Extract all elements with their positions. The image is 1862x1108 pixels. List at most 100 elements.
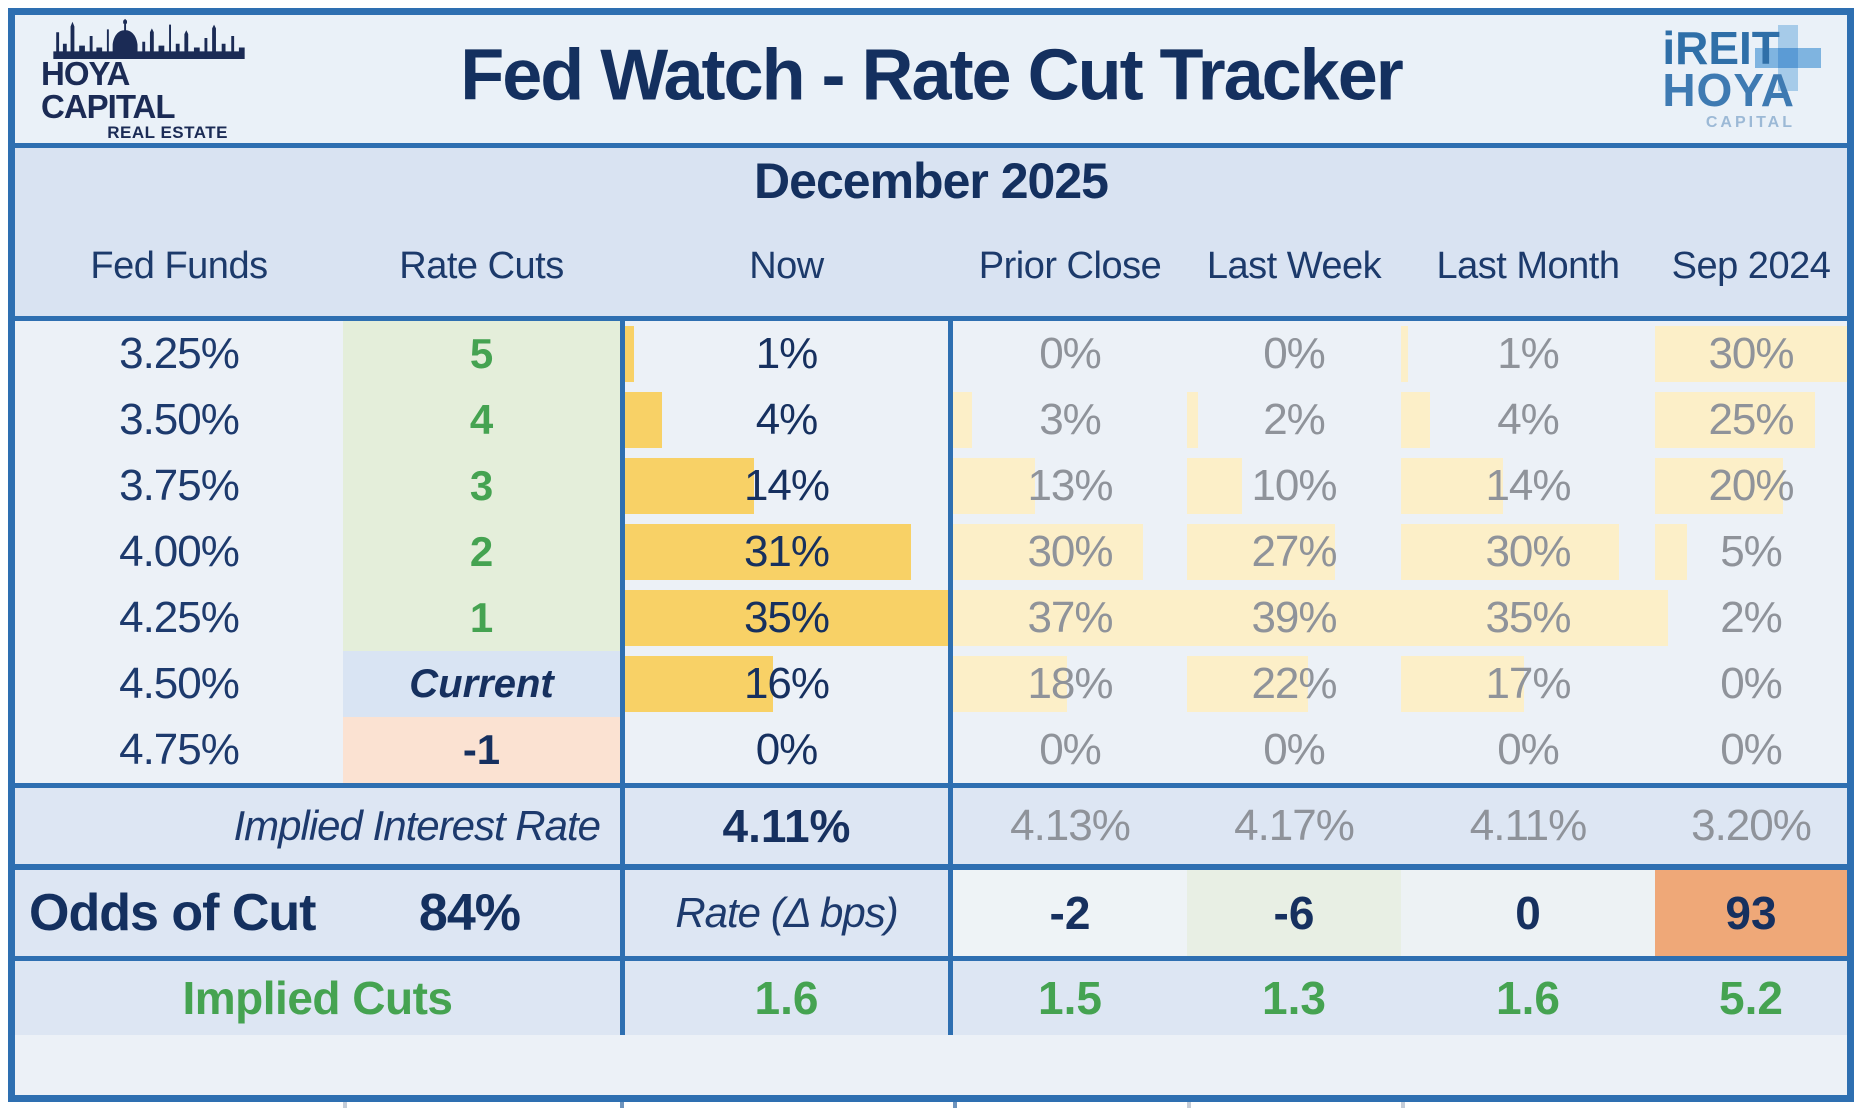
probability-bar [1187, 656, 1308, 712]
implied-cuts-now: 1.6 [620, 961, 953, 1035]
implied-cuts-row: Implied Cuts 1.6 1.5 1.3 1.6 5.2 [15, 961, 1847, 1035]
now-cell: 0% [620, 717, 953, 783]
sep-2024-cell: 5% [1655, 519, 1847, 585]
column-header-sep-2024: Sep 2024 [1671, 244, 1831, 287]
ireit-line2: HOYA [1662, 63, 1795, 116]
last-week-cell: 10% [1187, 453, 1401, 519]
probability-bar [1187, 458, 1242, 514]
real-estate-label: REAL ESTATE [107, 122, 228, 142]
probability-value: 35% [743, 593, 830, 642]
rate-cuts-value: 4 [343, 387, 620, 453]
prior-close-cell: 37% [953, 585, 1187, 651]
prior-close-cell: 18% [953, 651, 1187, 717]
probability-value: 3% [1039, 395, 1102, 444]
last-month-cell: 35% [1401, 585, 1655, 651]
rate-delta-sep-2024: 93 [1655, 870, 1847, 956]
now-cell: 31% [620, 519, 953, 585]
prior-close-cell: 3% [953, 387, 1187, 453]
ireit-line3: CAPITAL [1705, 114, 1795, 132]
implied-cuts-last-week: 1.3 [1262, 972, 1326, 1024]
probability-value: 17% [1485, 659, 1571, 708]
divider [15, 864, 1847, 870]
implied-rate-last-month: 4.11% [1469, 801, 1588, 850]
probability-bar [1401, 590, 1655, 646]
probability-bar [1655, 326, 1847, 382]
sep-2024-cell: 0% [1655, 651, 1847, 717]
last-month-cell: 4% [1401, 387, 1655, 453]
probability-value: 20% [1708, 461, 1794, 510]
probability-value: 18% [1027, 659, 1113, 708]
table-row: 4.00% 2 31% 30% 27% 30% 5% [15, 519, 1847, 585]
column-header-rate-cuts: Rate Cuts [399, 244, 564, 287]
month-banner: December 2025 [754, 153, 1109, 209]
last-month-cell: 14% [1401, 453, 1655, 519]
fed-funds-value: 4.50% [119, 659, 240, 708]
column-header-fed-funds: Fed Funds [90, 244, 268, 287]
column-header-now: Now [749, 244, 824, 287]
sep-2024-cell: 0% [1655, 717, 1847, 783]
probability-value: 14% [743, 461, 830, 510]
odds-of-cut-row: Odds of Cut 84% Rate (Δ bps) -2 -6 0 93 [15, 870, 1847, 956]
probability-value: 0% [1263, 329, 1326, 378]
rate-delta-prior-close: -2 [953, 870, 1187, 956]
implied-rate-label: Implied Interest Rate [233, 802, 601, 849]
prior-close-cell: 0% [953, 321, 1187, 387]
implied-cuts-sep-2024: 5.2 [1719, 972, 1783, 1024]
probability-value: 37% [1027, 593, 1113, 642]
fed-funds-value: 4.25% [119, 593, 240, 642]
probability-bar [953, 458, 1036, 514]
probability-bar [625, 656, 773, 712]
sep-2024-cell: 25% [1655, 387, 1847, 453]
column-headers: Fed Funds Rate Cuts Now Prior Close Last Wee… [15, 210, 1847, 316]
ireit-line1: iREIT [1662, 22, 1780, 74]
prior-close-cell: 13% [953, 453, 1187, 519]
probability-bar [1655, 392, 1815, 448]
probability-value: 1% [1497, 329, 1560, 378]
probability-value: 4% [755, 395, 819, 444]
probability-value: 16% [743, 659, 830, 708]
probability-value: 2% [1263, 395, 1326, 444]
probability-bar [1401, 458, 1503, 514]
divider [15, 316, 1847, 321]
last-week-cell: 2% [1187, 387, 1401, 453]
last-week-cell: 27% [1187, 519, 1401, 585]
probability-bar [625, 524, 912, 580]
probability-value: 1% [755, 329, 819, 378]
column-border-stub [953, 1102, 957, 1108]
ireit-hoya-logo: iREIT HOYA CAPITAL [1631, 23, 1821, 135]
odds-of-cut-value: 84% [418, 884, 521, 942]
probability-bar [1187, 590, 1401, 646]
probability-bar [1655, 458, 1783, 514]
implied-rate-sep-2024: 3.20% [1691, 801, 1812, 850]
probability-bar [625, 326, 635, 382]
table-row: 3.50% 4 4% 3% 2% 4% 25% [15, 387, 1847, 453]
prior-close-cell: 0% [953, 717, 1187, 783]
table-row: 4.75% -1 0% 0% 0% 0% 0% [15, 717, 1847, 783]
probability-value: 5% [1720, 527, 1783, 576]
probability-value: 14% [1485, 461, 1571, 510]
last-month-cell: 30% [1401, 519, 1655, 585]
probability-value: 30% [1027, 527, 1113, 576]
rate-cuts-value: 5 [343, 321, 620, 387]
last-month-cell: 0% [1401, 717, 1655, 783]
probability-bar [953, 392, 972, 448]
probability-value: 0% [1497, 725, 1560, 774]
rate-cuts-value: Current [343, 651, 620, 717]
probability-rows: 3.25% 5 1% 0% 0% 1% 30% 3.50% 4 4% 3% 2% 4% 25% 3.75% 3… [15, 321, 1847, 783]
column-border-stub [1187, 1102, 1191, 1108]
probability-value: 22% [1251, 659, 1337, 708]
probability-bar [1401, 392, 1431, 448]
probability-bar [1401, 656, 1525, 712]
probability-value: 31% [743, 527, 830, 576]
now-cell: 14% [620, 453, 953, 519]
column-border-stub [343, 1102, 347, 1108]
probability-value: 0% [1720, 659, 1783, 708]
column-border-stub [620, 1102, 624, 1108]
probability-bar [1655, 524, 1687, 580]
probability-value: 25% [1708, 395, 1794, 444]
fed-funds-value: 3.75% [119, 461, 240, 510]
table-row: 3.25% 5 1% 0% 0% 1% 30% [15, 321, 1847, 387]
implied-cuts-label: Implied Cuts [182, 972, 453, 1024]
odds-of-cut-label: Odds of Cut [29, 884, 317, 942]
sep-2024-cell: 30% [1655, 321, 1847, 387]
